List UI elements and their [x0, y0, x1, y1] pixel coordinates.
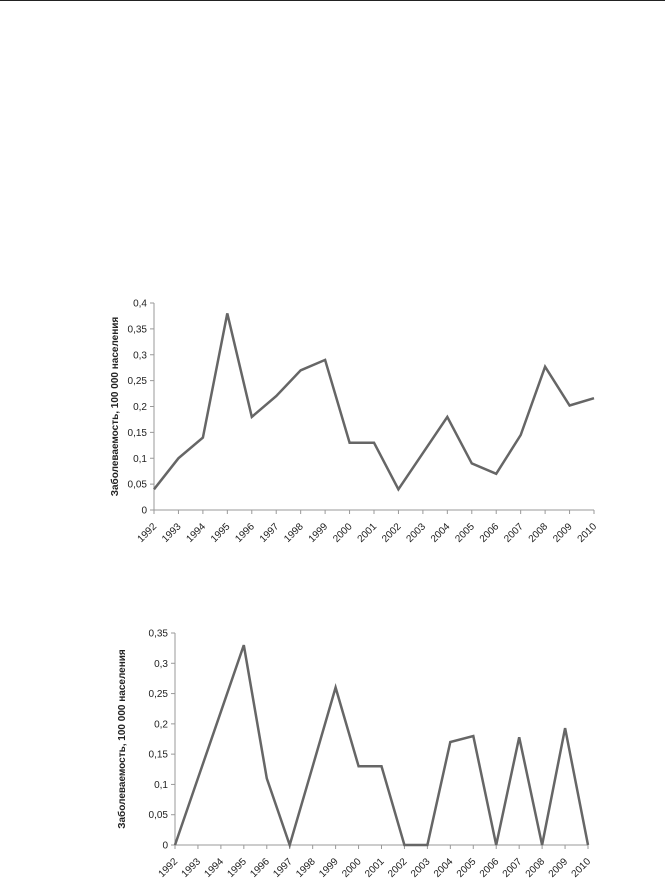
- x-tick-label: 1995: [225, 856, 249, 880]
- x-tick-label: 1998: [294, 856, 318, 880]
- x-tick-label: 2008: [524, 856, 548, 880]
- x-tick-label: 1993: [180, 856, 204, 880]
- x-tick-label: 2000: [340, 856, 364, 880]
- y-tick-label: 0,05: [128, 480, 148, 491]
- y-tick-label: 0,05: [149, 810, 169, 821]
- y-tick-label: 0,3: [133, 350, 147, 361]
- y-axis-label: Заболеваемость, 100 000 населения: [116, 649, 128, 829]
- y-tick-label: 0,2: [133, 402, 147, 413]
- y-tick-label: 0,35: [149, 629, 169, 640]
- x-tick-label: 1999: [317, 856, 341, 880]
- x-tick-label: 2004: [432, 856, 456, 880]
- y-tick-label: 0,2: [154, 719, 168, 730]
- y-tick-label: 0,3: [154, 659, 168, 670]
- y-tick-label: 0,4: [133, 299, 147, 310]
- x-tick-label: 2006: [478, 856, 502, 880]
- y-tick-label: 0,35: [128, 324, 148, 335]
- x-tick-label: 1994: [202, 856, 226, 880]
- y-axis-label: Заболеваемость, 100 000 населения: [109, 317, 121, 497]
- x-tick-label: 2009: [547, 856, 571, 880]
- series-line: [173, 644, 590, 850]
- x-tick-label: 1996: [248, 856, 272, 880]
- x-tick-label: 2002: [386, 856, 410, 880]
- x-tick-label: 2001: [363, 856, 387, 880]
- x-tick-label: 1997: [271, 856, 295, 880]
- y-tick-label: 0,1: [154, 780, 168, 791]
- x-tick-label: 2003: [409, 856, 433, 880]
- y-tick-label: 0: [162, 841, 168, 852]
- y-tick-label: 0: [141, 506, 147, 517]
- x-tick-label: 1992: [157, 856, 181, 880]
- x-tick-label: 2010: [570, 856, 594, 880]
- y-tick-label: 0,15: [149, 750, 169, 761]
- x-tick-label: 2007: [501, 856, 525, 880]
- y-tick-label: 0,25: [149, 689, 169, 700]
- page-top-rule: [0, 0, 665, 1]
- y-tick-label: 0,15: [128, 428, 148, 439]
- y-tick-label: 0,25: [128, 376, 148, 387]
- series-line: [153, 313, 595, 492]
- x-tick-label: 2005: [455, 856, 479, 880]
- y-tick-label: 0,1: [133, 454, 147, 465]
